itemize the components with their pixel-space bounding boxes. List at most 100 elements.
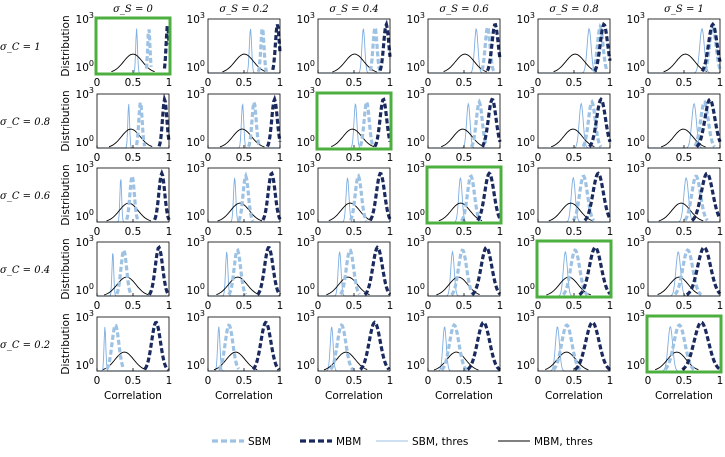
ytick-label: 103 (407, 11, 425, 26)
sbm-line (125, 175, 140, 221)
ytick-label: 103 (297, 160, 315, 175)
y-axis-label: Distribution (60, 90, 72, 151)
ytick-label: 103 (76, 11, 94, 26)
xtick-label: 0 (425, 152, 432, 164)
xtick-label: 1 (166, 226, 173, 238)
row-header: σ_C = 1 (0, 42, 41, 53)
ytick-label: 103 (297, 309, 315, 324)
ytick-exponent: 3 (200, 309, 205, 318)
ytick-label: 103 (627, 11, 645, 26)
axes-frame (96, 93, 170, 149)
mbm-line (378, 19, 392, 71)
xtick-label: 0 (645, 152, 652, 164)
sbm-line (673, 248, 703, 296)
xtick-label: 0 (94, 375, 101, 387)
mbm-thres-line (443, 53, 487, 73)
panel: 103 100 Distribution 0 0.5 1 (60, 234, 172, 312)
ytick-label: 103 (407, 160, 425, 175)
sbm-line (683, 174, 709, 222)
ytick-label: 103 (407, 309, 425, 324)
ytick-exponent: 0 (530, 357, 535, 366)
ytick-label: 100 (76, 134, 94, 149)
legend-label-sbm: SBM (248, 436, 271, 448)
mbm-line (256, 246, 282, 296)
xtick-label: 1 (166, 77, 173, 89)
mbm-thres-line (108, 128, 153, 148)
ytick-exponent: 0 (420, 59, 425, 68)
mbm-thres-line (551, 128, 595, 148)
ytick-exponent: 3 (89, 86, 94, 95)
xtick-label: 1 (387, 77, 394, 89)
mbm-thres-line (663, 53, 707, 73)
mbm-line (261, 170, 282, 221)
xtick-label: 0 (535, 226, 542, 238)
mbm-thres-line (553, 53, 597, 73)
mbm-thres-line (658, 202, 704, 222)
ytick-exponent: 0 (420, 357, 425, 366)
xtick-label: 0.5 (236, 226, 253, 238)
xtick-label: 1 (607, 152, 614, 164)
ytick-label: 100 (407, 59, 425, 74)
sbm-thres-line (97, 104, 169, 149)
ytick-exponent: 0 (89, 59, 94, 68)
ytick-exponent: 0 (640, 357, 645, 366)
ytick-exponent: 3 (89, 309, 94, 318)
mbm-line (373, 97, 392, 148)
xtick-label: 1 (387, 300, 394, 312)
ytick-label: 100 (297, 208, 315, 223)
sbm-thres-line (648, 27, 720, 74)
mbm-thres-line (331, 128, 375, 148)
xtick-label: 1 (497, 300, 504, 312)
xtick-label: 0 (315, 77, 322, 89)
axes-frame (537, 316, 611, 372)
sbm-thres-line (428, 102, 500, 149)
ytick-exponent: 3 (89, 160, 94, 169)
xtick-label: 0.5 (456, 375, 473, 387)
ytick-exponent: 3 (310, 234, 315, 243)
ytick-exponent: 0 (420, 208, 425, 217)
xtick-label: 0 (205, 152, 212, 164)
xtick-label: 0.5 (676, 300, 693, 312)
mbm-line (466, 320, 501, 372)
xtick-label: 0 (645, 300, 652, 312)
xtick-label: 1 (497, 375, 504, 387)
ytick-label: 100 (627, 282, 645, 297)
mbm-thres-line (438, 202, 483, 222)
sbm-thres-line (208, 177, 280, 223)
mbm-line (157, 93, 171, 147)
xtick-label: 0 (94, 152, 101, 164)
ytick-exponent: 3 (420, 309, 425, 318)
mbm-line (685, 245, 722, 297)
xtick-label: 1 (717, 152, 724, 164)
sbm-line (144, 29, 153, 69)
sbm-line (247, 96, 261, 148)
ytick-exponent: 0 (310, 357, 315, 366)
mbm-line (588, 96, 612, 148)
xtick-label: 1 (277, 152, 284, 164)
xtick-label: 1 (387, 226, 394, 238)
panel: 103 100 Distribution 0 0.5 1 Correlation (60, 309, 172, 402)
ytick-exponent: 0 (420, 134, 425, 143)
ytick-exponent: 3 (530, 309, 535, 318)
ytick-label: 103 (76, 86, 94, 101)
legend-label-sbm_thres: SBM, thres (412, 436, 468, 448)
mbm-thres-line (545, 351, 589, 371)
xtick-label: 0.5 (676, 375, 693, 387)
xtick-label: 0 (94, 77, 101, 89)
ytick-exponent: 3 (310, 86, 315, 95)
ytick-label: 103 (187, 11, 205, 26)
x-axis-label: Correlation (655, 390, 713, 402)
column-header: σ_S = 0.8 (549, 4, 598, 15)
xtick-label: 1 (607, 300, 614, 312)
mbm-line (265, 94, 282, 148)
ytick-exponent: 0 (310, 208, 315, 217)
xtick-label: 1 (277, 300, 284, 312)
ytick-label: 103 (517, 234, 535, 249)
highlight-frame (535, 239, 613, 299)
